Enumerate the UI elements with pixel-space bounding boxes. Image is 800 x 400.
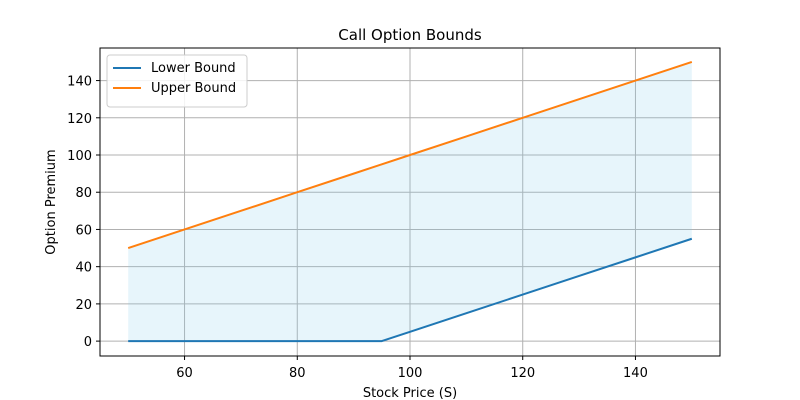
plot-area: 60 80 100 120 140 0 20 40 60 80 100 120 140 xyxy=(67,47,721,381)
legend-label: Upper Bound xyxy=(151,81,236,96)
series-line-upper-bound xyxy=(127,61,693,250)
legend-label: Lower Bound xyxy=(151,61,236,76)
y-tick-label: 20 xyxy=(75,298,92,313)
y-tick-label: 120 xyxy=(67,112,92,127)
series-line-lower-bound xyxy=(128,237,693,343)
legend: Lower Bound Upper Bound xyxy=(106,54,248,108)
bounds-fill-area xyxy=(128,61,692,342)
y-tick-label: 0 xyxy=(84,335,92,350)
y-tick-label: 100 xyxy=(67,149,92,164)
y-tick-label: 60 xyxy=(75,223,92,238)
y-tick-label: 40 xyxy=(75,261,92,276)
y-tick-label: 80 xyxy=(75,186,92,201)
y-tick-label: 140 xyxy=(67,75,92,90)
x-tick-label: 100 xyxy=(398,366,423,381)
legend-box xyxy=(106,54,248,108)
x-tick-label: 60 xyxy=(176,366,193,381)
y-axis-label: Option Premium xyxy=(44,149,59,254)
x-axis-label: Stock Price (S) xyxy=(363,386,457,400)
x-tick-label: 80 xyxy=(289,366,306,381)
chart-title: Call Option Bounds xyxy=(338,26,482,44)
x-tick-label: 120 xyxy=(510,366,535,381)
x-tick-label: 140 xyxy=(623,366,648,381)
